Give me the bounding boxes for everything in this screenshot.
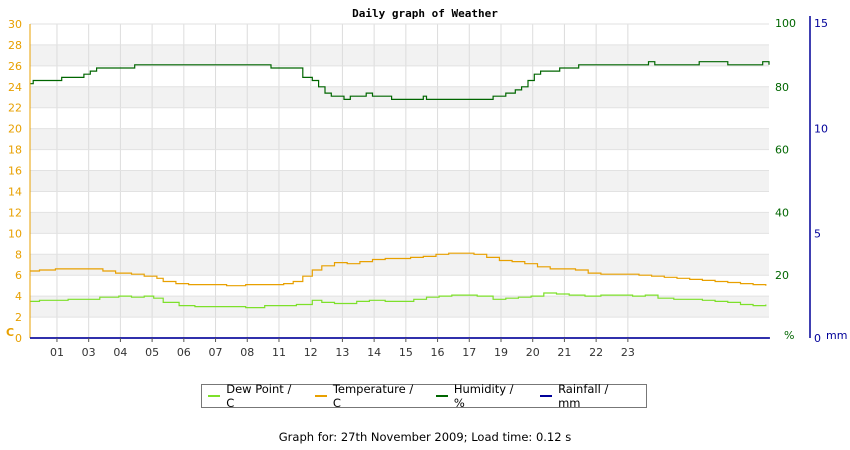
background-band: [30, 107, 769, 129]
x-tick-label: 08: [240, 346, 254, 359]
x-tick-label: 06: [177, 346, 191, 359]
legend-label-dew-point: Dew Point / C: [226, 382, 292, 410]
background-band: [30, 24, 769, 45]
x-axis-tick-labels: 01 03 04 05 06 07 08 11 12 13 14 15 16 17 19 20 21 22 23: [50, 338, 635, 359]
x-tick-label: 12: [304, 346, 318, 359]
axes-layer: [29, 16, 811, 339]
x-tick-label: 22: [589, 346, 603, 359]
vertical-gridlines: [56, 24, 629, 338]
x-tick-label: 16: [431, 346, 445, 359]
humidity-tick-label: 60: [775, 144, 789, 157]
x-tick-label: 14: [367, 346, 381, 359]
rainfall-axis-unit-label: mm: [826, 329, 847, 342]
left-tick-label: 12: [8, 206, 22, 219]
x-tick-label: 15: [399, 346, 413, 359]
rainfall-axis-tick-labels: 0 5 10 15: [814, 17, 828, 345]
left-tick-label: 2: [15, 311, 22, 324]
x-tick-label: 11: [272, 346, 286, 359]
legend-label-rainfall: Rainfall / mm: [558, 382, 609, 410]
rainfall-tick-label: 10: [814, 123, 828, 136]
left-tick-label: 26: [8, 60, 22, 73]
background-band: [30, 317, 769, 338]
graph-footer: Graph for: 27th November 2009; Load time…: [278, 430, 572, 444]
legend-item-temperature: Temperature / C: [314, 382, 420, 410]
legend-label-humidity: Humidity / %: [453, 382, 514, 410]
legend-item-humidity: Humidity / %: [435, 382, 524, 410]
left-tick-label: 10: [8, 227, 22, 240]
humidity-axis-tick-labels: 20 40 60 80 100: [775, 17, 796, 282]
legend-item-rainfall: Rainfall / mm: [539, 382, 630, 410]
background-band: [30, 254, 769, 276]
left-tick-label: 8: [15, 248, 22, 261]
x-tick-label: 05: [145, 346, 159, 359]
series-line-dew: [30, 292, 767, 309]
chart-title: Daily graph of Weather: [352, 7, 498, 20]
weather-chart: Daily graph of Weather 02468101214161820…: [6, 7, 847, 359]
left-tick-label: 6: [15, 269, 22, 282]
left-tick-label: 24: [8, 81, 22, 94]
rainfall-tick-label: 15: [814, 17, 828, 30]
left-tick-label: 30: [8, 18, 22, 31]
background-band: [30, 65, 769, 87]
left-tick-label: 4: [15, 290, 22, 303]
background-band: [30, 296, 769, 318]
x-tick-label: 13: [335, 346, 349, 359]
legend-swatch-dew-point: [208, 395, 221, 397]
humidity-tick-label: 100: [775, 17, 796, 30]
left-tick-label: 14: [8, 185, 22, 198]
x-tick-label: 04: [113, 346, 127, 359]
background-band: [30, 86, 769, 108]
background-band: [30, 170, 769, 192]
background-band: [30, 128, 769, 150]
x-tick-label: 20: [526, 346, 540, 359]
humidity-tick-label: 80: [775, 81, 789, 94]
background-band: [30, 191, 769, 213]
chart-legend: Dew Point / C Temperature / C Humidity /…: [201, 382, 647, 410]
legend-label-temperature: Temperature / C: [332, 382, 414, 410]
rainfall-tick-label: 0: [814, 332, 821, 345]
left-tick-label: 0: [15, 332, 22, 345]
left-tick-label: 18: [8, 144, 22, 157]
legend-swatch-humidity: [435, 395, 448, 397]
x-tick-label: 19: [494, 346, 508, 359]
legend-item-dew-point: Dew Point / C: [208, 382, 299, 410]
series-line-humidity: [30, 61, 770, 100]
x-tick-label: 07: [209, 346, 223, 359]
x-tick-label: 17: [462, 346, 476, 359]
background-band: [30, 212, 769, 234]
left-tick-label: 16: [8, 165, 22, 178]
left-tick-label: 28: [8, 39, 22, 52]
humidity-tick-label: 40: [775, 206, 789, 219]
humidity-tick-label: 20: [775, 269, 789, 282]
legend-swatch-rainfall: [539, 395, 553, 397]
background-band: [30, 149, 769, 171]
legend-swatch-temperature: [314, 395, 327, 397]
plot-background-bands: [30, 24, 769, 338]
left-axis-unit-label: C: [6, 326, 14, 339]
left-tick-label: 20: [8, 123, 22, 136]
x-tick-label: 23: [621, 346, 635, 359]
background-band: [30, 275, 769, 297]
rainfall-tick-label: 5: [814, 227, 821, 240]
left-tick-label: 22: [8, 102, 22, 115]
series-line-temperature: [30, 252, 767, 287]
x-tick-label: 21: [557, 346, 571, 359]
humidity-axis-unit-label: %: [784, 329, 794, 342]
x-tick-label: 03: [82, 346, 96, 359]
background-band: [30, 233, 769, 255]
x-tick-label: 01: [50, 346, 64, 359]
background-band: [30, 44, 769, 66]
